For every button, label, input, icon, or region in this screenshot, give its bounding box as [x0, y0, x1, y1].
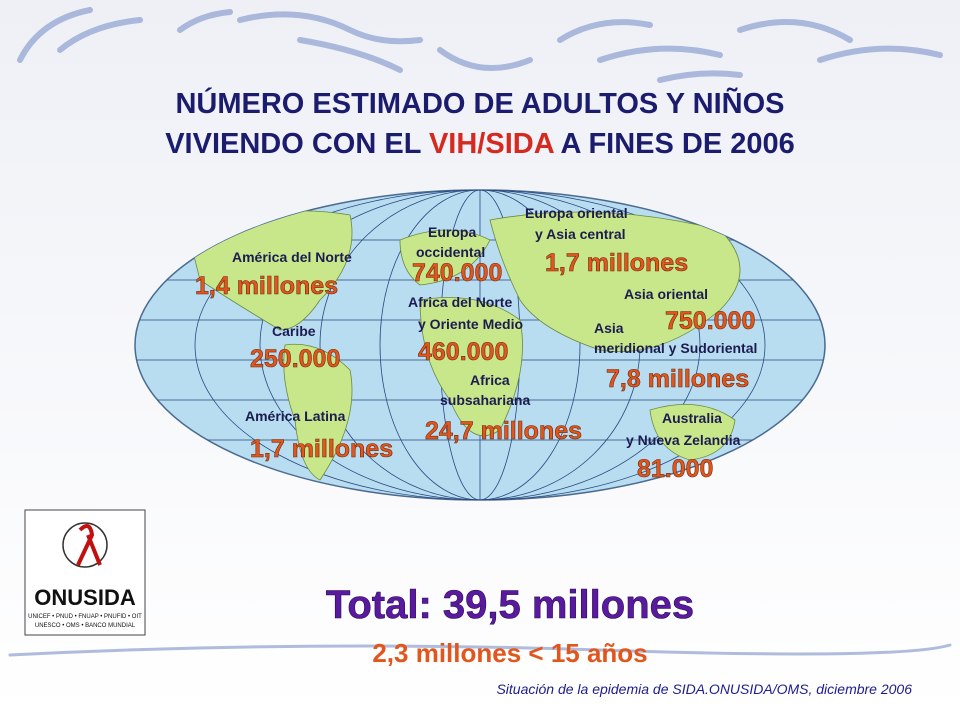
region-name: Africa del Norte: [408, 294, 512, 310]
region-name: meridional y Sudoriental: [594, 340, 757, 356]
region-name: América Latina: [245, 408, 346, 424]
region-name: Africa: [470, 372, 510, 388]
region-name: y Asia central: [535, 226, 626, 242]
region-value: 1,7 millones: [250, 435, 393, 463]
region-value: 1,7 millones: [545, 249, 688, 277]
region-name: Asia oriental: [624, 286, 708, 302]
decoration: [8, 7, 952, 657]
region-name: subsahariana: [440, 392, 530, 408]
region-name: y Nueva Zelandia: [626, 432, 741, 448]
region-name: occidental: [416, 244, 485, 260]
logo-line: UNICEF • PNUD • FNUAP • PNUFID • OIT: [28, 614, 142, 620]
total: Total: 39,5 millones: [326, 583, 694, 627]
title-highlight: VIH/SIDA: [429, 128, 555, 160]
title-line1: NÚMERO ESTIMADO DE ADULTOS Y NIÑOS: [175, 86, 784, 120]
region-name: y Oriente Medio: [418, 316, 523, 332]
title-line2: VIVIENDO CON EL VIH/SIDA A FINES DE 2006: [165, 128, 795, 160]
children-total: 2,3 millones < 15 años: [372, 638, 647, 668]
world-map: [134, 189, 826, 501]
title-text: A FINES DE 2006: [554, 128, 795, 160]
logo-name: ONUSIDA: [34, 585, 136, 610]
region-name: Europa: [428, 224, 476, 240]
region-value: 7,8 millones: [606, 365, 749, 393]
title-text: VIVIENDO CON EL: [165, 128, 429, 160]
region-value: 24,7 millones: [425, 417, 582, 445]
region-value: 460.000: [418, 338, 508, 366]
region-name: América del Norte: [232, 249, 352, 265]
region-name: Asia: [594, 320, 624, 336]
onusida-logo: ONUSIDA UNICEF • PNUD • FNUAP • PNUFID •…: [24, 509, 146, 636]
region-name: Caribe: [272, 323, 316, 339]
region-value: 81.000: [637, 455, 713, 483]
logo-line: UNESCO • OMS • BANCO MUNDIAL: [35, 623, 136, 629]
region-value: 250.000: [250, 345, 340, 373]
region-value: 750.000: [665, 307, 755, 335]
region-labels: América del Norte 1,4 millones Caribe 250.0…: [195, 205, 758, 483]
region-value: 1,4 millones: [195, 272, 338, 300]
source: Situación de la epidemia de SIDA.ONUSIDA…: [496, 681, 912, 697]
region-name: Europa oriental: [525, 205, 628, 221]
region-name: Australia: [662, 410, 722, 426]
region-value: 740.000: [412, 259, 502, 287]
